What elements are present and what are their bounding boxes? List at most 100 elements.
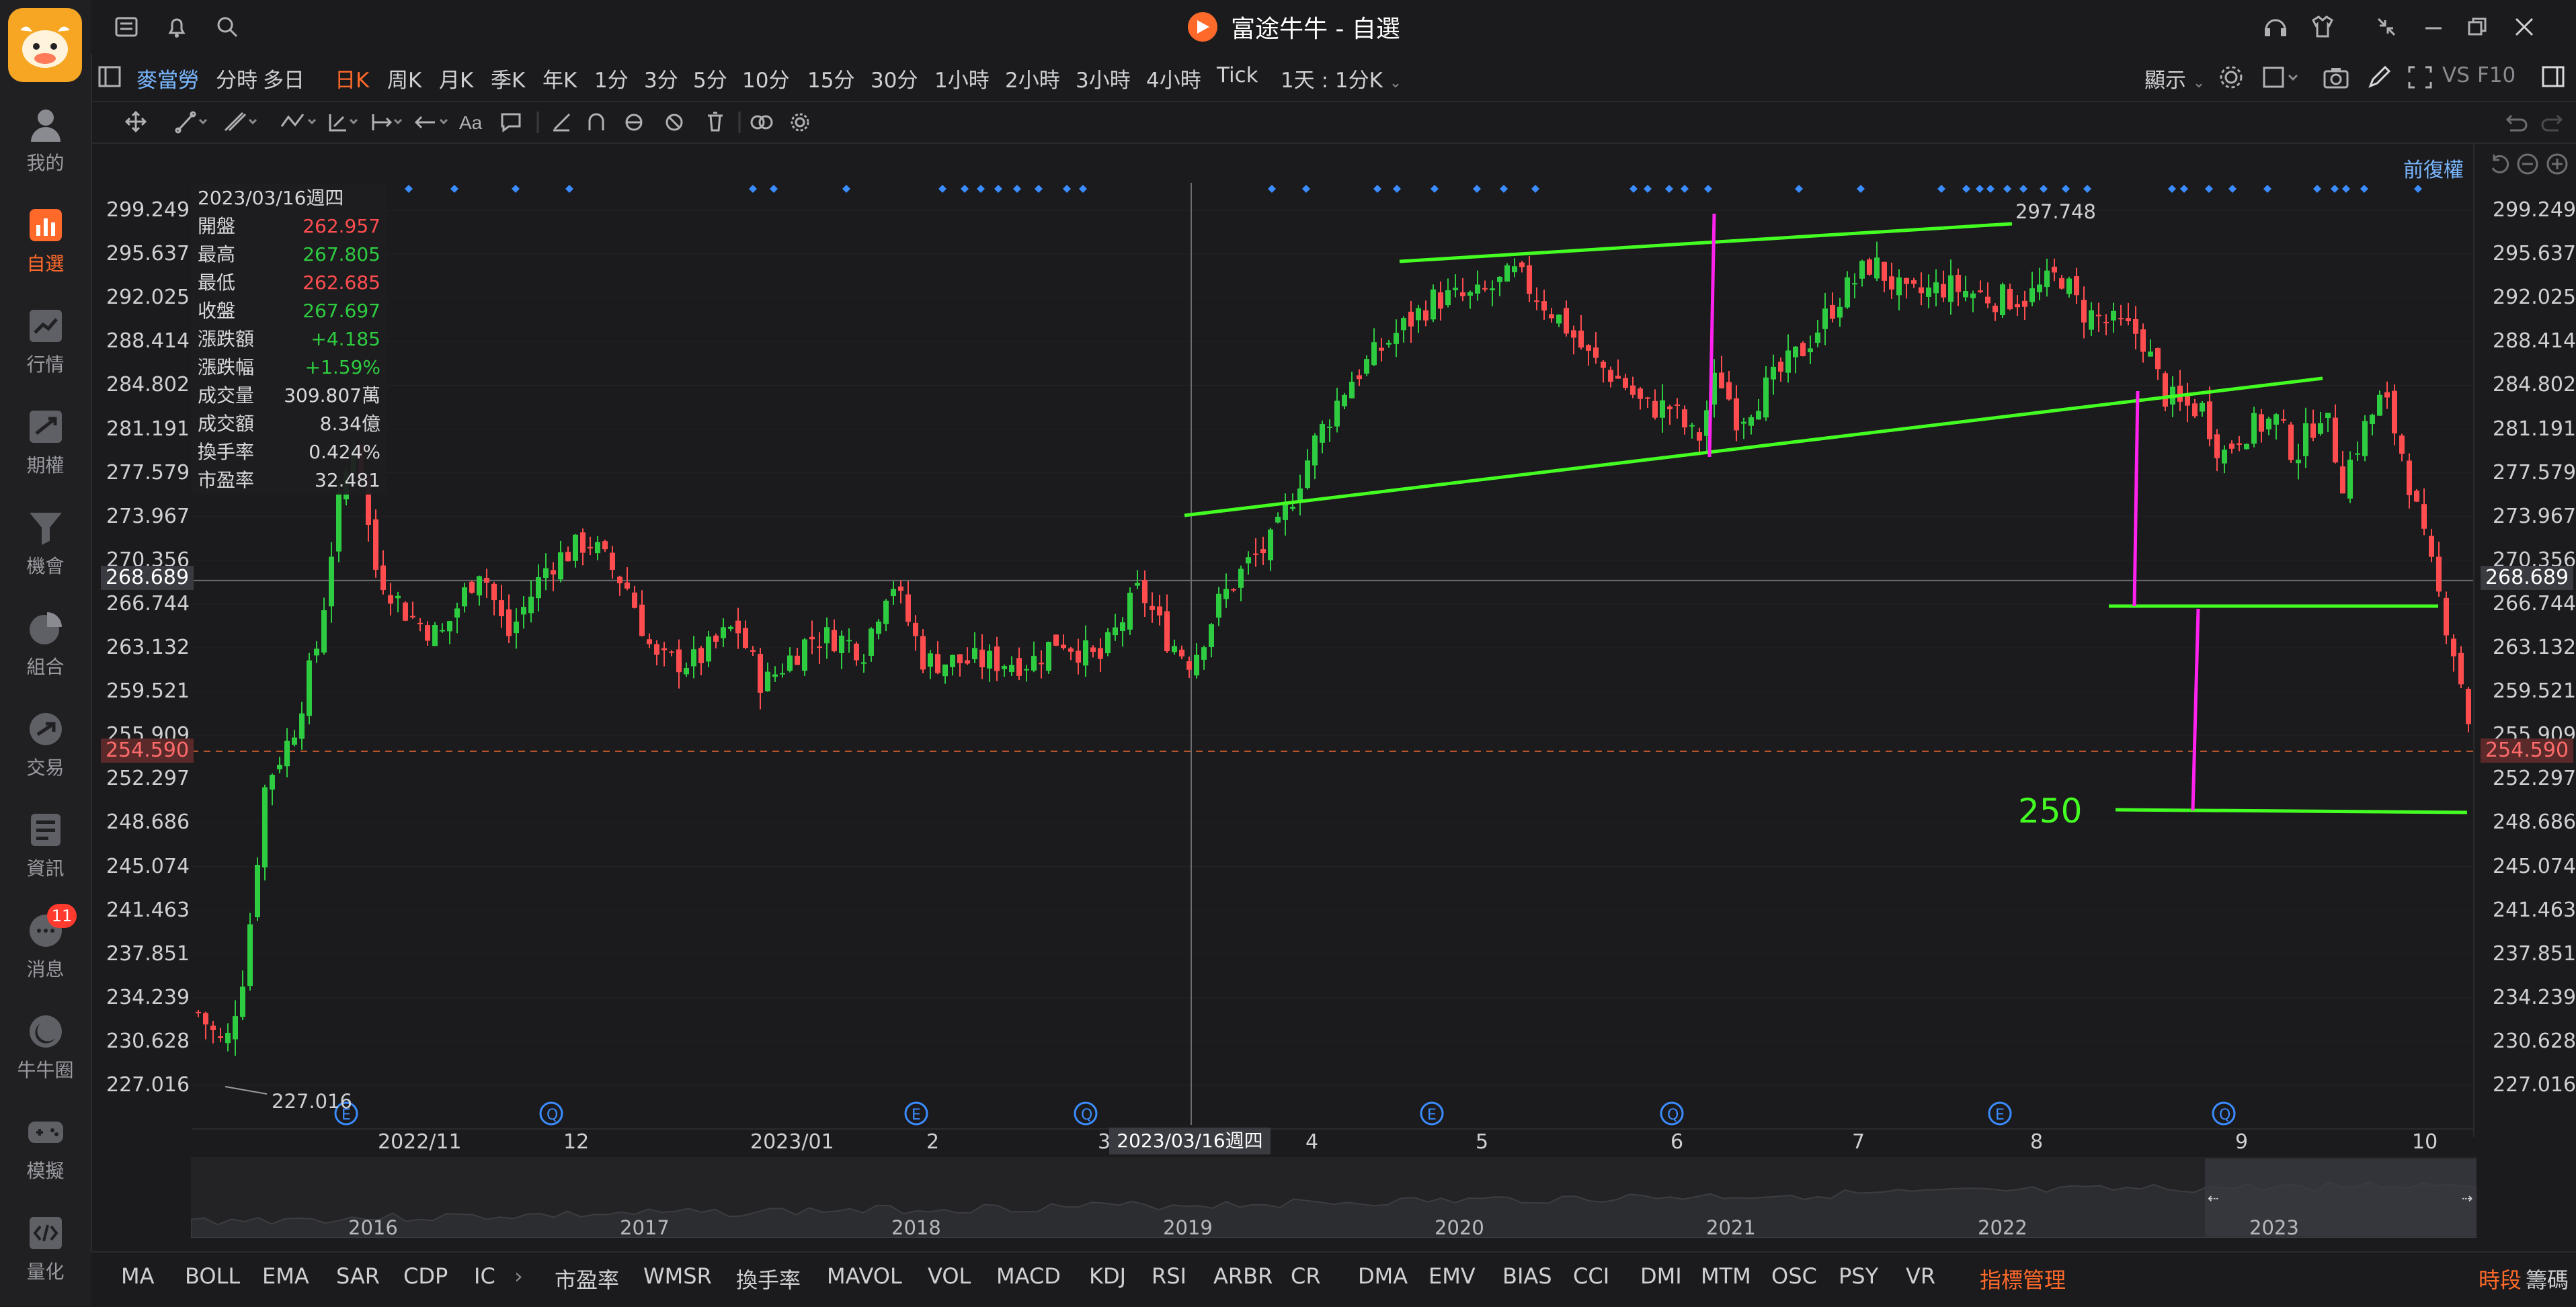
annotation-250[interactable]: 250	[2018, 792, 2083, 831]
indicator-ma[interactable]: MA	[121, 1263, 155, 1289]
indicator-item[interactable]: CCI	[1573, 1263, 1610, 1289]
indicator-item[interactable]: ARBR	[1213, 1263, 1273, 1289]
comment-tool-icon[interactable]	[501, 113, 521, 132]
period-tab-12[interactable]: 30分	[871, 69, 918, 93]
period-tab-9[interactable]: 5分	[693, 69, 727, 93]
minimize-icon[interactable]	[2420, 13, 2447, 43]
channel-tool-icon[interactable]	[224, 112, 257, 132]
redo-icon[interactable]	[2541, 110, 2568, 137]
price-adjust-toggle[interactable]: 前復權	[2403, 159, 2464, 182]
compare-tool-icon[interactable]	[750, 115, 773, 130]
navigator-window[interactable]	[2205, 1158, 2477, 1236]
period-tab-13[interactable]: 1小時	[934, 69, 990, 93]
wave-tool-icon[interactable]	[280, 114, 317, 127]
period-tab-4[interactable]: 月K	[439, 69, 474, 93]
period-tab-5[interactable]: 季K	[491, 69, 526, 93]
futu-bull-logo[interactable]	[8, 8, 82, 82]
sidebar-item-11[interactable]: 量化	[0, 1206, 91, 1294]
period-tab-1[interactable]: 多日	[263, 69, 305, 93]
period-tab-17[interactable]: Tick	[1217, 63, 1258, 87]
close-icon[interactable]	[2511, 13, 2538, 43]
navigator-left-handle[interactable]: ⇠	[2208, 1190, 2219, 1206]
pen-icon[interactable]	[2366, 65, 2393, 93]
restore-icon[interactable]	[2464, 13, 2491, 43]
indicator-boll[interactable]: BOLL	[185, 1263, 241, 1289]
sidebar-item-9[interactable]: 牛牛圈	[0, 1005, 91, 1092]
indicator-item[interactable]: EMV	[1428, 1263, 1476, 1289]
sidebar-item-1[interactable]: 自選	[0, 198, 91, 286]
period-tab-3[interactable]: 周K	[387, 69, 422, 93]
sidebar-item-4[interactable]: 機會	[0, 501, 91, 588]
indicator-manage-button[interactable]: 指標管理	[1980, 1267, 2066, 1293]
indicator-ema[interactable]: EMA	[262, 1263, 309, 1289]
move-tool-icon[interactable]	[124, 110, 147, 133]
skin-icon[interactable]	[2309, 13, 2336, 43]
indicator-item[interactable]: 市盈率	[555, 1267, 620, 1293]
indicator-item[interactable]: MACD	[996, 1263, 1061, 1289]
indicator-sar[interactable]: SAR	[336, 1263, 380, 1289]
sidebar-item-3[interactable]: 期權	[0, 400, 91, 487]
indicator-item[interactable]: OSC	[1771, 1263, 1817, 1289]
sidebar-item-0[interactable]: 我的	[0, 97, 91, 185]
headset-icon[interactable]	[2262, 13, 2289, 43]
range-select[interactable]: 1天 : 1分K ⌄	[1281, 63, 1402, 93]
sidebar-item-10[interactable]: 模擬	[0, 1105, 91, 1193]
indicator-item[interactable]: CR	[1291, 1263, 1321, 1289]
fullscreen-icon[interactable]	[2407, 65, 2433, 93]
f10-button[interactable]: F10	[2477, 63, 2516, 87]
indicator-ic[interactable]: IC	[474, 1263, 495, 1289]
period-tab-8[interactable]: 3分	[644, 69, 678, 93]
delete-tool-icon[interactable]	[708, 112, 723, 132]
sidebar-item-2[interactable]: 行情	[0, 299, 91, 386]
navigator-right-handle[interactable]: ⇢	[2462, 1190, 2473, 1206]
indicator-item[interactable]: MTM	[1701, 1263, 1751, 1289]
sidebar-toggle-icon[interactable]	[97, 65, 122, 91]
zoom-in-icon[interactable]	[2545, 152, 2569, 179]
sidebar-item-8[interactable]: 消息 11	[0, 904, 91, 991]
panel-toggle-icon[interactable]	[2541, 65, 2567, 93]
eraser-tool-icon[interactable]	[553, 113, 571, 132]
sidebar-item-7[interactable]: 資訊	[0, 803, 91, 890]
list-icon[interactable]	[114, 15, 138, 42]
indicator-item[interactable]: DMA	[1358, 1263, 1408, 1289]
search-icon[interactable]	[215, 15, 239, 42]
period-tab-14[interactable]: 2小時	[1005, 69, 1060, 93]
text-tool-icon[interactable]: Aa	[459, 112, 483, 133]
layout-icon[interactable]	[2262, 65, 2302, 93]
indicator-item[interactable]: MAVOL	[827, 1263, 902, 1289]
indicator-item[interactable]: VOL	[928, 1263, 971, 1289]
indicator-item[interactable]: KDJ	[1089, 1263, 1127, 1289]
period-tab-16[interactable]: 4小時	[1146, 69, 1201, 93]
period-tab-6[interactable]: 年K	[542, 69, 577, 93]
period-tab-7[interactable]: 1分	[594, 69, 629, 93]
indicator-item[interactable]: VR	[1906, 1263, 1936, 1289]
vs-button[interactable]: VS	[2442, 63, 2470, 87]
magnet-tool-icon[interactable]	[588, 113, 604, 130]
bell-icon[interactable]	[165, 15, 189, 42]
collapse-icon[interactable]	[2373, 13, 2400, 43]
indicator-cdp[interactable]: CDP	[403, 1263, 448, 1289]
period-tab-2[interactable]: 日K	[335, 69, 370, 93]
zoom-out-icon[interactable]	[2515, 152, 2540, 179]
more-indicators-arrow-icon[interactable]: ›	[514, 1263, 523, 1289]
indicator-item[interactable]: 換手率	[736, 1267, 801, 1293]
line-tool-icon[interactable]	[175, 111, 208, 134]
indicator-item[interactable]: DMI	[1640, 1263, 1682, 1289]
session-button[interactable]: 時段	[2479, 1267, 2522, 1293]
period-tab-15[interactable]: 3小時	[1076, 69, 1131, 93]
indicator-item[interactable]: RSI	[1152, 1263, 1186, 1289]
period-tab-11[interactable]: 15分	[807, 69, 855, 93]
draw-settings-icon[interactable]	[791, 113, 809, 132]
indicator-item[interactable]: WMSR	[643, 1263, 712, 1289]
reset-zoom-icon[interactable]	[2487, 152, 2514, 179]
stock-name[interactable]: 麥當勞	[136, 69, 199, 93]
hide-tool-icon[interactable]	[666, 114, 683, 131]
sidebar-item-5[interactable]: 組合	[0, 601, 91, 689]
period-tab-10[interactable]: 10分	[742, 69, 790, 93]
undo-icon[interactable]	[2501, 110, 2528, 137]
settings-gear-icon[interactable]	[2218, 65, 2244, 93]
indicator-item[interactable]: PSY	[1839, 1263, 1879, 1289]
fib-tool-icon[interactable]	[329, 114, 358, 132]
